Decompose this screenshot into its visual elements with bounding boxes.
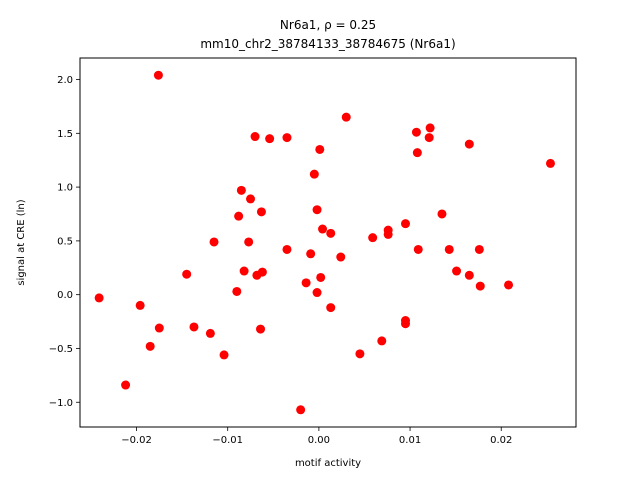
data-point (475, 281, 485, 291)
data-point (145, 341, 155, 351)
data-point (182, 269, 192, 279)
points-layer (94, 70, 555, 415)
data-point (250, 132, 260, 142)
data-point (256, 324, 266, 334)
data-point (121, 380, 131, 390)
data-point (309, 169, 319, 179)
data-point (464, 139, 474, 149)
data-point (301, 278, 311, 288)
data-point (355, 349, 365, 359)
data-point (437, 209, 447, 219)
data-point (257, 267, 267, 277)
data-point (236, 185, 246, 195)
data-point (312, 205, 322, 215)
data-point (464, 270, 474, 280)
data-point (244, 237, 254, 247)
x-tick-label: −0.02 (121, 435, 152, 446)
data-point (545, 158, 555, 168)
data-point (316, 272, 326, 282)
data-point (504, 280, 514, 290)
axes-frame (79, 57, 577, 428)
data-point (401, 219, 410, 229)
data-point (154, 323, 164, 333)
data-point (153, 70, 163, 80)
y-tick-label: 1.5 (57, 129, 73, 140)
data-point (315, 144, 325, 154)
data-point (452, 266, 462, 276)
data-point (326, 303, 336, 313)
data-point (425, 123, 435, 133)
data-point (219, 350, 229, 360)
data-point (189, 322, 199, 332)
data-point (368, 233, 378, 243)
data-point (239, 266, 249, 276)
y-tick-label: 0.5 (57, 236, 73, 247)
data-point (412, 148, 422, 158)
y-tick-label: 2.0 (57, 75, 73, 86)
data-point (265, 134, 275, 144)
data-point (377, 336, 387, 346)
data-point (282, 133, 292, 143)
data-point (444, 244, 454, 254)
data-point (256, 207, 266, 217)
y-tick-label: 0.0 (57, 290, 73, 301)
data-point (246, 194, 255, 204)
x-tick-label: 0.02 (490, 435, 512, 446)
chart-subtitle: mm10_chr2_38784133_38784675 (Nr6a1) (200, 37, 455, 51)
data-point (232, 286, 242, 296)
y-axis-label: signal at CRE (ln) (16, 199, 27, 285)
data-point (296, 405, 306, 415)
data-point (383, 229, 393, 239)
ticks-layer: −0.02 −0.01 0.00 0.01 0.02 −1.0 −0.5 0.0 0.5 1.0 1… (49, 75, 513, 446)
y-tick-label: −1.0 (49, 398, 73, 409)
data-point (474, 244, 484, 254)
chart-title: Nr6a1, ρ = 0.25 (280, 18, 376, 32)
x-tick-label: 0.00 (308, 435, 330, 446)
data-point (135, 300, 145, 310)
data-point (312, 288, 322, 298)
data-point (282, 244, 292, 254)
data-point (411, 127, 421, 137)
data-point (326, 228, 336, 238)
x-axis-label: motif activity (295, 458, 361, 469)
data-point (413, 244, 423, 254)
data-point (424, 133, 434, 143)
data-point (306, 249, 316, 259)
data-point (401, 319, 410, 329)
data-point (209, 237, 219, 247)
data-point (341, 112, 351, 122)
x-tick-label: 0.01 (399, 435, 421, 446)
y-tick-label: 1.0 (57, 183, 73, 194)
data-point (234, 211, 244, 221)
data-point (94, 293, 104, 303)
data-point (205, 328, 215, 338)
data-point (336, 252, 346, 262)
x-tick-label: −0.01 (212, 435, 243, 446)
data-point (318, 224, 328, 234)
y-tick-label: −0.5 (49, 344, 73, 355)
